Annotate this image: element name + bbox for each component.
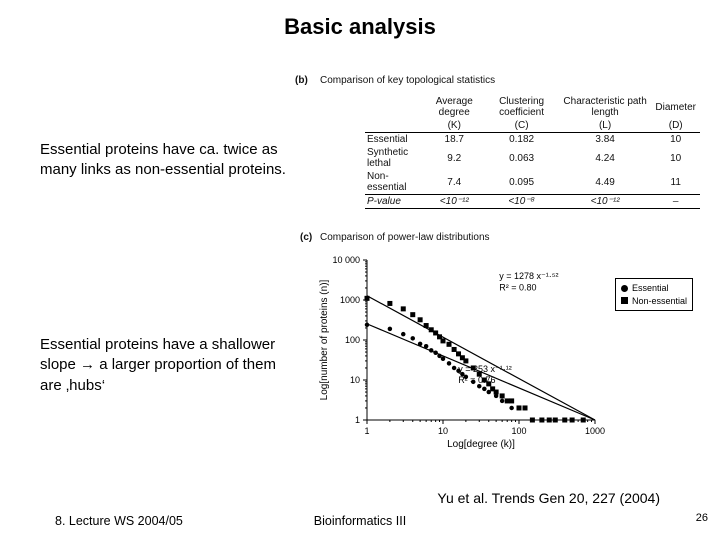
legend-label: Essential: [632, 282, 669, 295]
svg-text:R² = 0.80: R² = 0.80: [499, 282, 536, 292]
panel-c-label: (c): [300, 232, 312, 243]
footer-center: Bioinformatics III: [0, 514, 720, 528]
svg-text:R² = 0.76: R² = 0.76: [458, 375, 495, 385]
svg-text:100: 100: [511, 426, 526, 436]
table-row: Non-essential 7.4 0.095 4.49 11: [365, 170, 700, 195]
powerlaw-chart: 1 10 100 1000 1 10 100 1000 10 000 Log[degree (k)…: [315, 250, 695, 465]
svg-text:y = 253 x⁻¹·¹²: y = 253 x⁻¹·¹²: [458, 364, 512, 374]
slide-title: Basic analysis: [0, 14, 720, 40]
body-text-1: Essential proteins have ca. twice as man…: [40, 140, 300, 181]
svg-text:10 000: 10 000: [332, 255, 360, 265]
legend-item: Non-essential: [621, 295, 687, 308]
svg-text:Log[degree (k)]: Log[degree (k)]: [447, 439, 515, 450]
citation: Yu et al. Trends Gen 20, 227 (2004): [437, 490, 660, 506]
legend-item: Essential: [621, 282, 687, 295]
panel-b-caption: Comparison of key topological statistics: [320, 75, 495, 86]
table-header-symbols: (K) (C) (L) (D): [365, 119, 700, 133]
table-header-row: Average degree Clustering coefficient Ch…: [365, 95, 700, 119]
svg-text:100: 100: [345, 335, 360, 345]
svg-text:1000: 1000: [585, 426, 605, 436]
legend-label: Non-essential: [632, 295, 687, 308]
panel-c-caption: Comparison of power-law distributions: [320, 232, 490, 243]
svg-text:10: 10: [438, 426, 448, 436]
svg-text:1000: 1000: [340, 295, 360, 305]
svg-text:10: 10: [350, 375, 360, 385]
panel-b-label: (b): [295, 75, 308, 86]
table-row: Synthetic lethal 9.2 0.063 4.24 10: [365, 146, 700, 170]
table-row: Essential 18.7 0.182 3.84 10: [365, 133, 700, 147]
body-text-2: Essential proteins have a shallower slop…: [40, 335, 300, 396]
svg-text:y = 1278 x⁻¹·⁵²: y = 1278 x⁻¹·⁵²: [499, 271, 558, 281]
svg-text:1: 1: [364, 426, 369, 436]
svg-text:1: 1: [355, 415, 360, 425]
chart-legend: Essential Non-essential: [615, 278, 693, 311]
svg-text:Log[number of proteins (n)]: Log[number of proteins (n)]: [319, 279, 330, 400]
circle-icon: [621, 285, 628, 292]
stats-table: Average degree Clustering coefficient Ch…: [365, 95, 700, 209]
table-row-pvalue: P-value <10⁻¹² <10⁻⁸ <10⁻¹² –: [365, 195, 700, 209]
square-icon: [621, 297, 628, 304]
chart-svg: 1 10 100 1000 1 10 100 1000 10 000 Log[degree (k)…: [315, 250, 605, 450]
